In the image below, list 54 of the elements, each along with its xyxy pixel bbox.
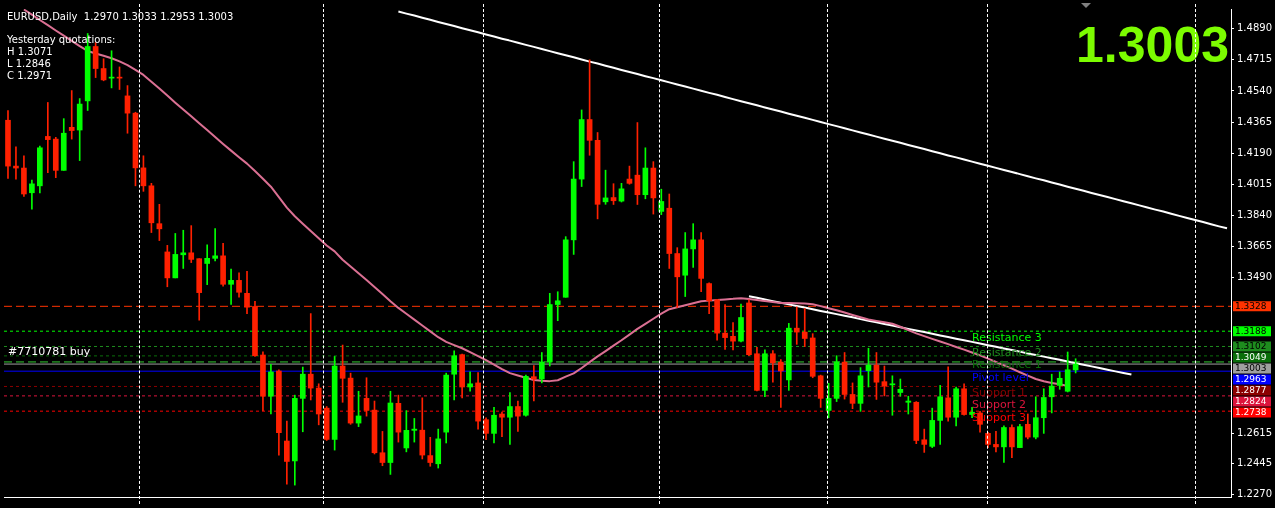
annotation: Support 1	[972, 385, 1027, 399]
y-tick-label: 1.4015	[1237, 177, 1272, 189]
candlestick	[180, 229, 187, 269]
candlestick	[68, 90, 75, 140]
annotation: Pivot level	[972, 370, 1029, 384]
ref-line-label: 1.3328	[1235, 300, 1267, 311]
y-tick-label: 1.4890	[1237, 22, 1272, 34]
candlestick	[427, 436, 434, 467]
candlestick	[204, 244, 210, 285]
candlestick	[801, 308, 808, 347]
candlestick	[531, 365, 537, 402]
annotation: Support 2	[972, 397, 1027, 411]
ref-line-label: 1.3102	[1235, 340, 1267, 351]
ref-line-label: 1.2738	[1235, 406, 1267, 417]
ref-line-label: 1.2963	[1235, 373, 1267, 384]
candlestick	[921, 428, 928, 453]
y-tick-label: 1.3840	[1237, 208, 1272, 220]
candlestick	[188, 225, 195, 263]
y-tick-label: 1.4190	[1237, 146, 1272, 158]
candlestick	[228, 268, 234, 305]
candlestick	[499, 411, 505, 437]
y-tick-label: 1.3490	[1237, 271, 1272, 283]
candlestick	[778, 359, 784, 408]
y-tick-label: 1.2615	[1237, 426, 1272, 438]
candlestick	[730, 322, 736, 351]
annotation: #7710781 buy	[8, 345, 91, 359]
y-tick-label: 1.2445	[1237, 456, 1272, 468]
y-tick-label: 1.3665	[1237, 240, 1272, 252]
ref-line-label: 1.2877	[1235, 384, 1267, 395]
y-tick-label: 1.4540	[1237, 84, 1272, 96]
annotation: L 1.2846	[7, 57, 51, 69]
y-tick-label: 1.2270	[1237, 487, 1272, 499]
y-tick-label: 1.4365	[1237, 115, 1272, 127]
candlestick	[993, 430, 999, 453]
candlestick	[690, 223, 697, 268]
ref-line-label: 1.3188	[1235, 325, 1267, 336]
candlestick	[411, 418, 418, 443]
candlestick	[793, 306, 800, 345]
annotation: C 1.2971	[7, 69, 53, 81]
candlestick	[905, 395, 912, 415]
candlestick	[507, 392, 513, 445]
annotation: 1.3003	[1076, 16, 1229, 73]
annotation: Resistance 3	[972, 330, 1042, 344]
candlestick	[467, 371, 473, 392]
y-tick-label: 1.4715	[1237, 53, 1272, 65]
ref-line-label: 1.3049	[1235, 351, 1267, 362]
candlestick	[554, 291, 561, 322]
candlestick	[307, 313, 314, 401]
candlestick	[44, 102, 51, 173]
ref-line-label: 1.2824	[1235, 395, 1267, 406]
candlestick	[722, 304, 728, 350]
annotation: H 1.3071	[7, 45, 53, 57]
candlestick	[212, 228, 218, 262]
ref-line-label: 1.3003	[1235, 362, 1267, 373]
